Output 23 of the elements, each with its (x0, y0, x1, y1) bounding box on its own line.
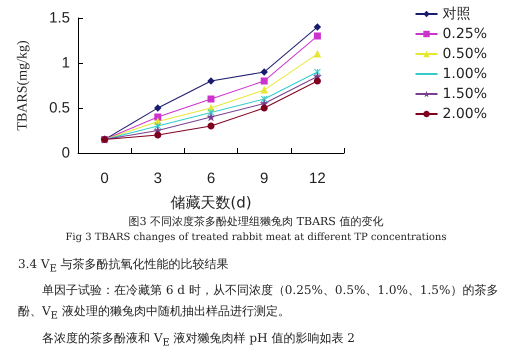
text: 单因子试验：在冷藏第 6 d 时，从不同浓度（0.25%、0.5%、1.0%、1.5%）的茶多 (41, 283, 500, 298)
caption: 图3 不同浓度茶多酚处理组獭兔肉 TBARS 值的变化 (128, 215, 384, 229)
text: 酚、V$_{E}$ 液处理的獭兔肉中随机抽出样品进行测定。 (17, 304, 291, 324)
legend-label: 对照 (442, 6, 471, 22)
legend-label: 0.50% (442, 46, 488, 62)
y-tick-label: 1.5 (49, 10, 70, 26)
x-tick-label: 3 (154, 170, 162, 187)
legend-label: 1.50% (442, 86, 488, 102)
y-axis-title: TBARS(mg/kg) (16, 40, 30, 131)
x-tick-label: 9 (260, 170, 268, 187)
legend-label: 1.00% (442, 66, 488, 82)
legend-label: 2.00% (442, 106, 488, 122)
y-tick-label: 0 (62, 144, 70, 162)
caption: Fig 3 TBARS changes of treated rabbit meat at different TP concentrations (64, 231, 448, 245)
y-tick-label: 1 (62, 54, 70, 72)
text: 3.4 V$_{E}$ 与茶多酚抗氧化性能的比较结果 (17, 257, 230, 276)
text: 各浓度的茶多酚液和 V$_{E}$ 液对獭兔肉样 pH 值的影响如表 2 (41, 330, 356, 350)
x-tick-label: 0 (100, 170, 109, 187)
x-tick-label: 6 (206, 170, 216, 187)
y-tick-label: 0.5 (49, 100, 70, 116)
legend-label: 0.25% (442, 26, 488, 42)
x-axis-title: 储藏天数(d) (170, 194, 252, 212)
x-tick-label: 12 (309, 170, 326, 187)
